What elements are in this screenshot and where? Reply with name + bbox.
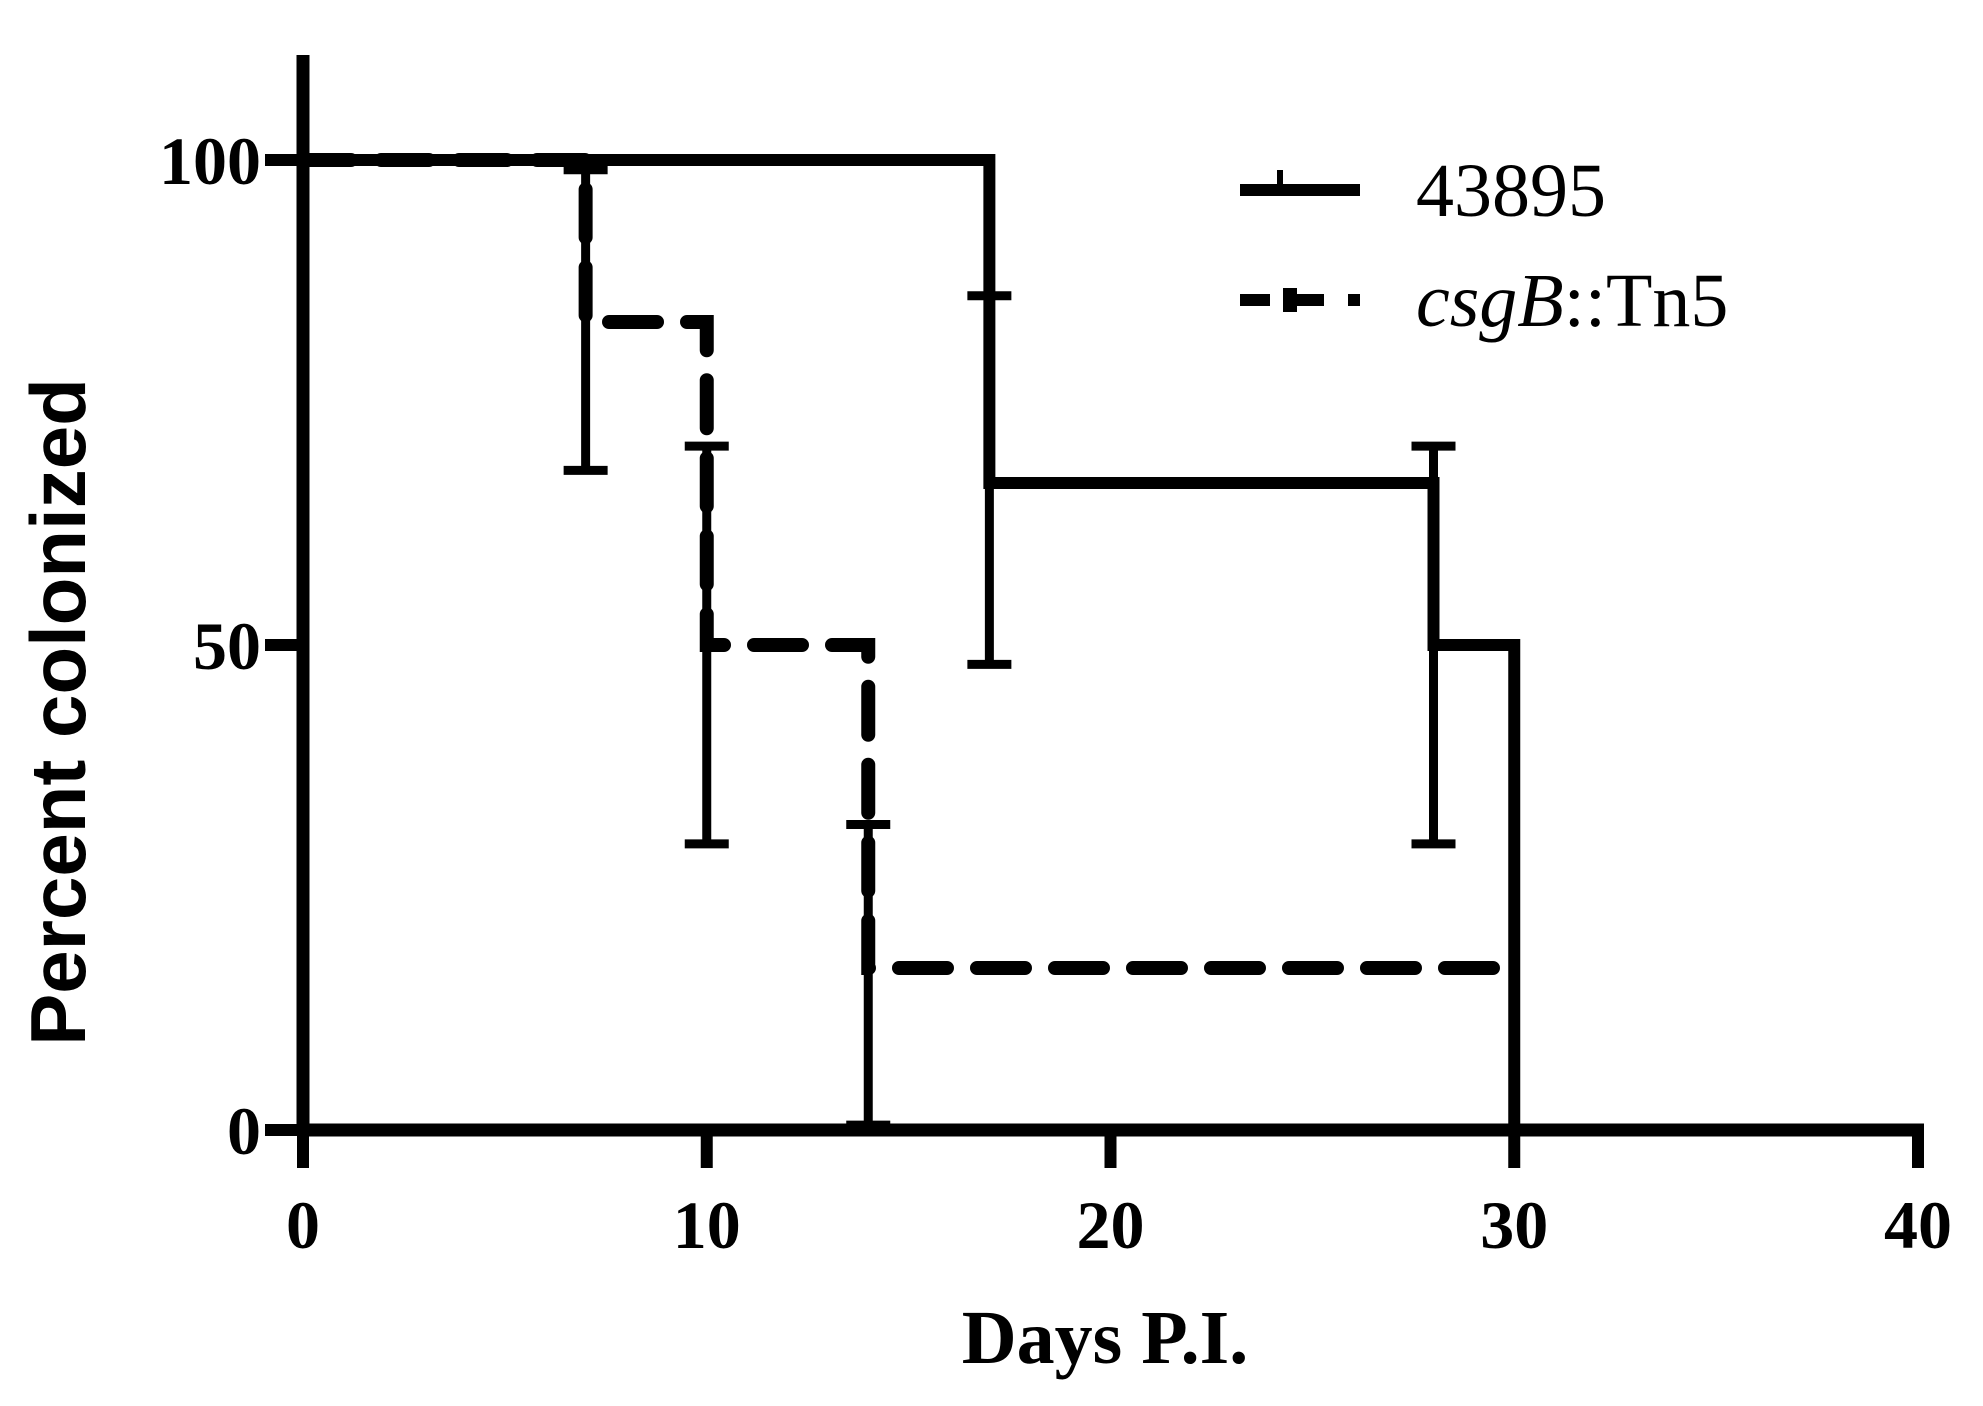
x-tick-label: 30 bbox=[1480, 1187, 1548, 1263]
series-line bbox=[303, 154, 1521, 1130]
legend-item-csgb-tn5: csgB::Tn5 bbox=[1240, 259, 1728, 343]
legend-item-43895: 43895 bbox=[1240, 149, 1606, 233]
series-43895 bbox=[303, 154, 1521, 1130]
legend-label-csgb-tn5: csgB::Tn5 bbox=[1416, 259, 1728, 343]
y-tick-label: 0 bbox=[227, 1093, 261, 1169]
y-tick-label: 50 bbox=[193, 608, 261, 684]
axes bbox=[265, 55, 1924, 1168]
x-tick-label: 10 bbox=[673, 1187, 741, 1263]
y-axis-title: Percent colonized bbox=[14, 378, 102, 1046]
legend-swatch-tick-csgb-tn5 bbox=[1283, 288, 1297, 312]
x-tick-label: 40 bbox=[1884, 1187, 1952, 1263]
series-csgb-tn5 bbox=[296, 153, 1522, 1130]
x-tick-label: 0 bbox=[286, 1187, 320, 1263]
legend: 43895 csgB::Tn5 bbox=[1240, 149, 1728, 343]
x-tick-label: 20 bbox=[1077, 1187, 1145, 1263]
y-tick-label: 100 bbox=[159, 123, 261, 199]
tick-labels: 0 10 20 30 40 0 50 100 bbox=[159, 123, 1952, 1263]
x-axis-title: Days P.I. bbox=[962, 1296, 1248, 1380]
series-line bbox=[296, 153, 1522, 976]
legend-label-43895: 43895 bbox=[1416, 149, 1606, 233]
plot-area bbox=[296, 153, 1522, 1130]
